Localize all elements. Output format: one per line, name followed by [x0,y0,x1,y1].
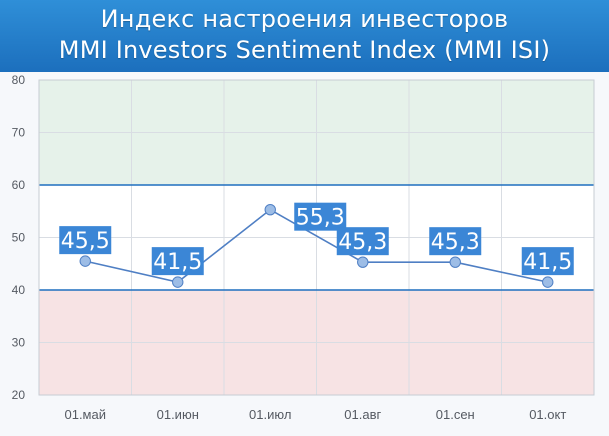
data-label-box [336,227,389,256]
x-tick-label: 01.сен [436,407,475,422]
data-point [172,276,184,288]
plot-frame [38,79,595,396]
y-tick-label: 60 [12,178,26,192]
line-chart: 20 30 40 50 60 70 80 01.май 01.июн 01.июл 01.авг 01… [12,73,595,422]
data-point [264,203,276,216]
data-label-box [59,226,112,255]
data-label-box [294,202,347,231]
data-point [542,276,554,288]
data-point [79,255,91,267]
x-tick-label: 01.июн [157,407,199,422]
x-tick-label: 01.окт [529,407,566,422]
data-label-box [429,227,482,256]
data-label-box [521,247,574,276]
data-label: 41,5 [153,250,202,275]
x-tick-label: 01.июл [249,407,291,422]
y-tick-label: 20 [12,388,26,402]
data-label: 45,3 [338,230,387,255]
x-tick-label: 01.авг [344,407,381,422]
y-tick-label: 50 [12,231,26,245]
data-label: 45,5 [61,229,110,254]
chart-header: Индекс настроения инвесторов MMI Investo… [0,0,609,72]
chart-title-ru: Индекс настроения инвесторов [100,5,509,33]
x-tick-label: 01.май [64,407,106,422]
y-tick-label: 70 [12,126,26,140]
data-point [449,256,461,268]
y-tick-label: 80 [12,73,26,87]
chart-area: 20 30 40 50 60 70 80 01.май 01.июн 01.июл 01.авг 01… [0,72,609,436]
data-label: 41,5 [523,250,572,275]
y-tick-label: 30 [12,336,26,350]
data-point [357,256,369,268]
series-line [85,208,548,283]
data-label: 55,3 [296,206,345,231]
data-label-box [151,247,204,276]
data-label: 45,3 [431,230,480,255]
y-tick-label: 40 [12,283,26,297]
chart-title-en: MMI Investors Sentiment Index (MMI ISI) [58,36,551,64]
